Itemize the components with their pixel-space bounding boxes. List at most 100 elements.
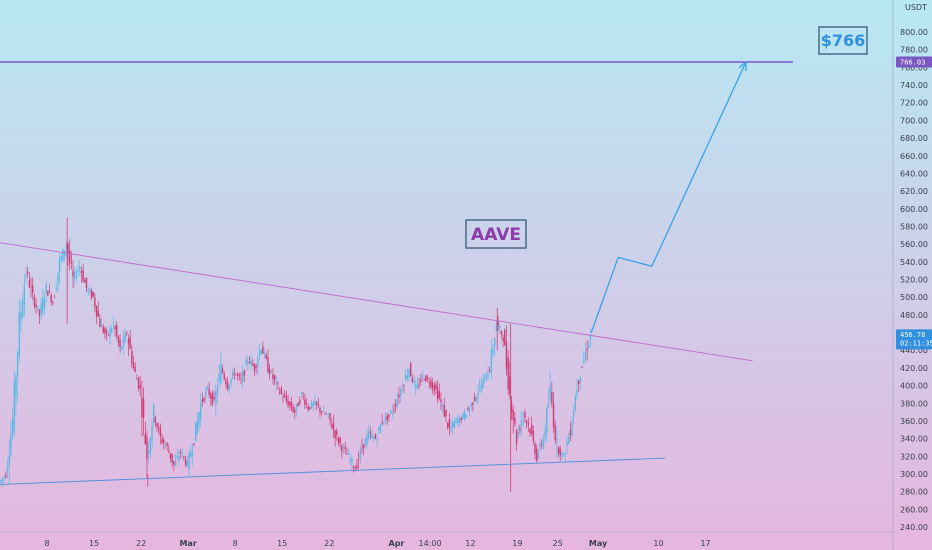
candle-body [384,416,387,422]
candle-body [5,474,7,478]
candle-body [203,398,205,401]
candle-body [500,330,503,335]
candle-body [300,391,303,395]
price-tick-label: 740.00 [900,81,928,90]
candle-body [480,384,482,392]
candle-body [344,447,346,449]
candle-body [455,418,457,422]
candle-body [544,430,546,439]
candle-body [189,453,192,457]
price-tags: 766.03 456.78 02:11:35 [896,56,932,350]
candle-body [173,461,175,465]
candle-body [364,438,367,447]
candle-body [134,366,136,372]
candle-body [57,273,59,283]
candle-body [243,370,246,376]
candle-body [403,385,405,387]
candle-body [208,388,210,396]
candle-body [275,380,278,384]
time-axis: 8 15 22 Mar 8 15 22 Apr 14:00 12 19 25 May 10 17 [44,539,710,548]
candle-body [84,280,86,283]
candle-body [109,328,111,337]
candle-body [122,337,125,347]
candle-body [488,370,491,372]
candle-body [119,339,121,348]
candle-body [107,334,110,336]
price-tick-label: 380.00 [900,399,928,408]
candle-body [127,338,130,344]
candle-body [179,452,182,453]
candle-body [131,350,133,364]
candle-body [94,297,96,307]
time-tick-label: 15 [89,539,99,548]
price-axis: 240.00 260.00 280.00 300.00 320.00 340.00 360.… [900,28,928,532]
candle-body [578,380,580,385]
candle-body [431,382,434,388]
candle-body [473,397,476,401]
candle-body [378,426,380,431]
price-tick-label: 660.00 [900,152,928,161]
candle-body [280,387,283,394]
candle-body [225,380,227,385]
candle-body [292,406,294,412]
candle-body [317,404,320,406]
candle-body [356,465,358,469]
candle-body [92,292,94,297]
candle-body [258,351,261,357]
candle-body [47,291,49,296]
candle-body [357,458,360,460]
candle-body [519,428,521,430]
time-tick-label: Mar [179,539,196,548]
candle-body [48,291,51,293]
candle-body [220,363,222,384]
candle-body [16,352,19,377]
candle-body [42,298,44,313]
candle-body [126,333,128,335]
price-tick-label: 280.00 [900,488,928,497]
candle-body [410,362,412,376]
candle-body [494,338,496,346]
candle-body [112,322,115,324]
candle-body [30,286,32,288]
candle-body [277,382,279,385]
candle-body [566,441,568,446]
candle-body [309,406,311,409]
candle-body [21,302,24,318]
candle-body [270,370,272,372]
candle-body [75,276,78,278]
candle-body [226,382,229,390]
candle-body [408,369,410,377]
currency-label: USDT [905,3,927,12]
candle-body [305,403,308,405]
candle-body [60,256,62,260]
candle-body [586,349,588,351]
candle-body [235,374,237,376]
candle-body [537,452,540,458]
time-tick-label: May [589,539,608,548]
candle-body [416,383,419,389]
candle-body [287,400,289,406]
candle-body [415,385,417,388]
candle-body [472,402,474,405]
candle-body [307,406,309,410]
candle-body [18,312,20,356]
candle-body [37,305,39,309]
candle-body [438,391,440,399]
candle-body [572,411,575,417]
candle-body [105,330,108,334]
candle-body [525,420,528,423]
candle-body [273,375,276,380]
candle-body [490,349,493,373]
candle-body [137,377,140,389]
candle-body [184,459,187,466]
candle-body [141,397,143,418]
candle-body [453,422,456,428]
candle-body [319,407,321,412]
candle-body [393,408,395,410]
candle-body [262,346,264,354]
candle-body [156,423,158,428]
descending-trendline [0,242,753,362]
candle-body [435,384,437,390]
candle-body [507,357,509,390]
